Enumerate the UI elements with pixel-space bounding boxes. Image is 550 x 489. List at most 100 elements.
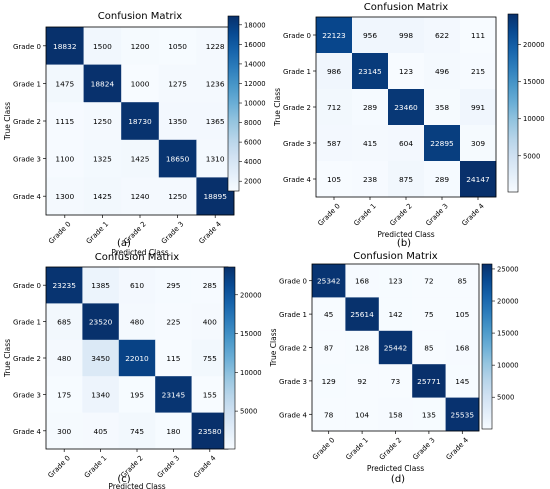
heatmap-cell <box>118 412 156 450</box>
colorbar-tick-label: 15000 <box>497 330 519 338</box>
y-tick-label: Grade 2 <box>13 118 41 126</box>
heatmap-cell <box>82 412 120 450</box>
heatmap-cell <box>345 330 380 365</box>
cell-value-label: 1236 <box>206 79 225 88</box>
heatmap-cell <box>312 397 346 432</box>
x-tick-label: Grade 0 <box>47 220 72 245</box>
colorbar-tick-label: 14000 <box>244 60 266 68</box>
heatmap-cell <box>83 177 122 216</box>
heatmap-cell <box>191 376 229 413</box>
cell-value-label: 238 <box>363 175 377 184</box>
cell-value-label: 3450 <box>91 354 110 363</box>
heatmap-cell <box>118 339 156 377</box>
colorbar-tick-label: 15000 <box>240 330 262 338</box>
x-axis-label: Predicted Class <box>111 248 168 257</box>
cell-value-label: 1115 <box>55 117 74 126</box>
heatmap-cell <box>412 264 446 298</box>
x-tick-label: Grade 0 <box>47 454 72 479</box>
colorbar-tick-label: 10000 <box>523 115 545 123</box>
y-tick-label: Grade 4 <box>279 411 308 419</box>
y-tick-label: Grade 4 <box>13 428 42 436</box>
heatmap-cell <box>316 161 353 198</box>
heatmap-cell <box>158 177 197 216</box>
heatmap-cell <box>445 330 480 365</box>
cell-value-label: 158 <box>388 410 402 419</box>
heatmap-cell <box>388 161 425 198</box>
heatmap-cell <box>121 139 160 178</box>
heatmap-cell <box>352 53 389 90</box>
cell-value-label: 956 <box>363 31 377 40</box>
cell-value-label: 1275 <box>168 79 187 88</box>
y-tick-label: Grade 1 <box>13 319 41 327</box>
cell-value-label: 23145 <box>162 390 186 399</box>
heatmap-cell <box>378 330 413 365</box>
cell-value-label: 1385 <box>91 281 110 290</box>
y-axis-label: True Class <box>3 339 12 378</box>
cell-value-label: 92 <box>357 377 366 386</box>
cell-value-label: 400 <box>203 318 217 327</box>
heatmap-cell <box>312 330 346 365</box>
cell-value-label: 755 <box>203 354 217 363</box>
heatmap-cell <box>445 364 480 398</box>
cell-value-label: 998 <box>399 31 413 40</box>
confusion-matrix-panel-3: Confusion Matrix 25342 168 123 72 85 45 25614 14… <box>269 251 519 485</box>
cell-value-label: 215 <box>471 67 485 76</box>
heatmap-cell <box>412 397 446 432</box>
colorbar <box>223 266 236 450</box>
y-tick-label: Grade 2 <box>279 345 307 353</box>
cell-value-label: 18824 <box>91 79 115 88</box>
heatmap-cell <box>82 267 120 304</box>
heatmap-cell <box>312 364 346 398</box>
cell-value-label: 145 <box>455 377 469 386</box>
y-tick-label: Grade 0 <box>283 32 311 40</box>
colorbar-tick-label: 5000 <box>523 152 540 160</box>
panel-label: (d) <box>391 474 405 485</box>
cell-value-label: 72 <box>424 277 433 286</box>
colorbar-tick-label: 16000 <box>244 41 266 49</box>
cell-value-label: 23520 <box>89 318 113 327</box>
heatmap-cell <box>460 161 497 198</box>
cell-value-label: 18730 <box>128 117 152 126</box>
heatmap-cell <box>424 17 461 54</box>
cell-value-label: 1250 <box>168 192 187 201</box>
heatmap-cell <box>121 64 160 103</box>
heatmap-cell <box>460 53 497 90</box>
x-tick-label: Grade 1 <box>83 454 108 479</box>
heatmap-cell <box>352 17 389 54</box>
heatmap-cell <box>158 64 197 103</box>
cell-value-label: 85 <box>458 277 468 286</box>
cell-value-label: 480 <box>57 354 71 363</box>
heatmap-cell <box>118 303 156 341</box>
heatmap-cell <box>82 376 120 413</box>
cell-value-label: 105 <box>455 310 469 319</box>
cell-value-label: 87 <box>324 344 334 353</box>
cell-value-label: 1350 <box>168 117 187 126</box>
heatmap-cell <box>46 64 84 103</box>
cell-value-label: 480 <box>130 318 144 327</box>
colorbar-tick-label: 5000 <box>497 394 514 402</box>
cell-value-label: 135 <box>422 410 436 419</box>
heatmap-cell <box>118 267 156 304</box>
cell-value-label: 875 <box>399 175 413 184</box>
cell-value-label: 129 <box>322 377 336 386</box>
cell-value-label: 23235 <box>52 281 76 290</box>
panel-label: (a) <box>117 238 131 249</box>
cell-value-label: 496 <box>435 67 449 76</box>
heatmap-cell <box>191 339 229 377</box>
cell-value-label: 23460 <box>394 103 418 112</box>
heatmap-cell <box>378 364 413 398</box>
cell-value-label: 22010 <box>125 354 149 363</box>
cell-value-label: 25442 <box>384 344 408 353</box>
cell-value-label: 295 <box>166 281 180 290</box>
heatmap-cell <box>155 267 192 304</box>
heatmap-cell <box>83 139 122 178</box>
heatmap-cell <box>158 27 197 65</box>
cell-value-label: 405 <box>94 427 108 436</box>
heatmap-cell <box>83 102 122 141</box>
heatmap-cell <box>312 297 346 332</box>
heatmap-cell <box>388 53 425 90</box>
x-tick-label: Grade 3 <box>160 220 185 245</box>
cell-value-label: 175 <box>57 390 71 399</box>
x-axis-label: Predicted Class <box>367 464 424 473</box>
